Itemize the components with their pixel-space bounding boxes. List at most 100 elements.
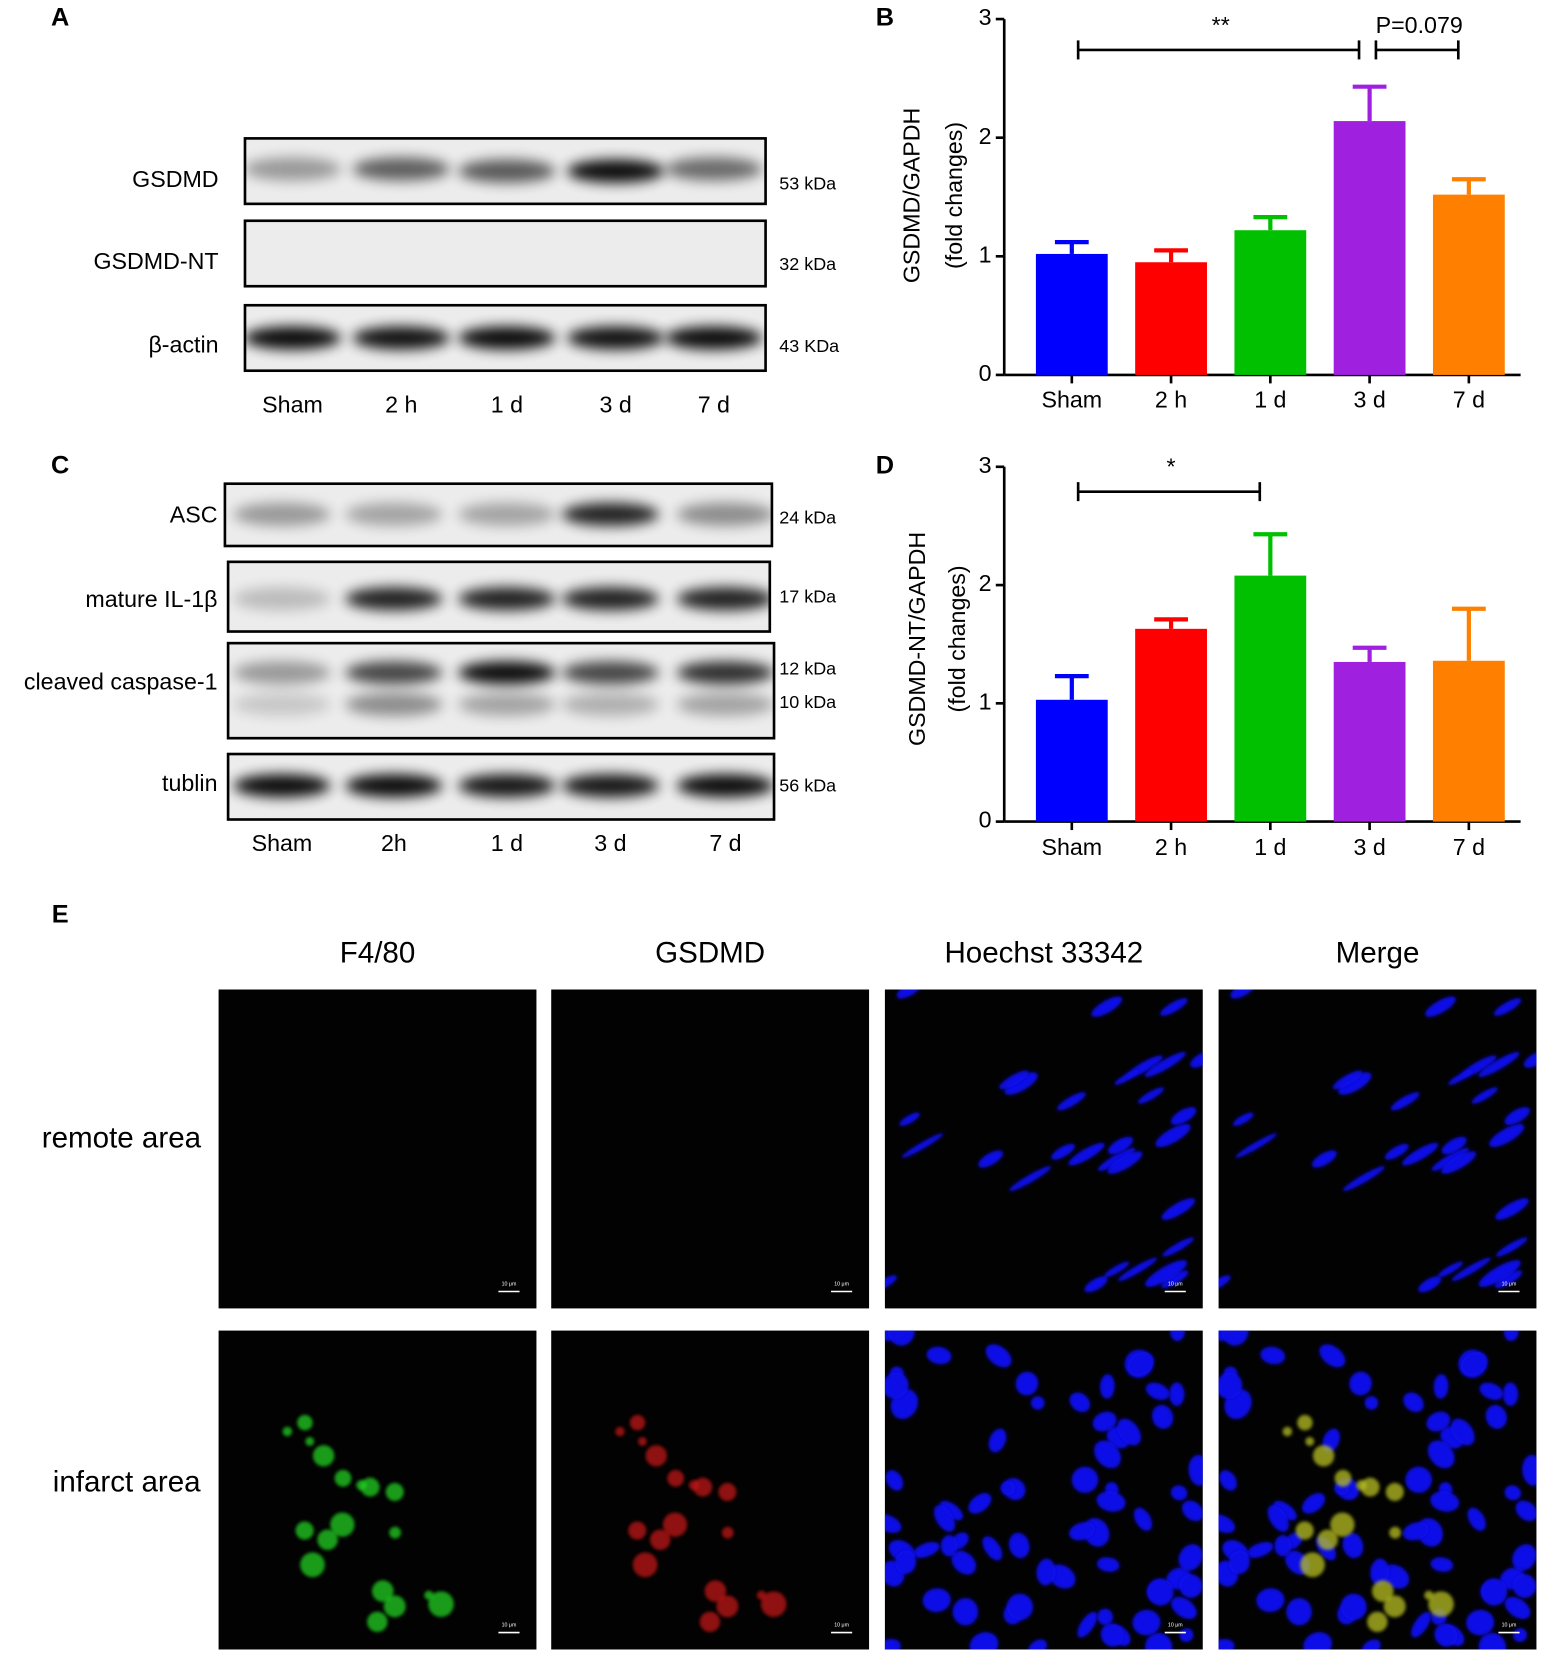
bar xyxy=(1432,194,1505,375)
blot-band xyxy=(458,661,556,685)
nucleus xyxy=(1100,1374,1115,1399)
lane-label: 7 d xyxy=(709,830,741,856)
nucleus xyxy=(1169,1382,1185,1407)
nucleus xyxy=(1485,1404,1507,1429)
blot-band xyxy=(561,692,659,717)
blot-band xyxy=(345,692,443,717)
blot-frame xyxy=(243,137,767,206)
nucleus xyxy=(1411,1611,1431,1638)
nucleus xyxy=(1117,1257,1158,1282)
nucleus xyxy=(1091,996,1123,1017)
nucleus xyxy=(1006,1593,1034,1621)
scale-bar-label: 10 μm xyxy=(502,1623,517,1629)
stained-cell xyxy=(1297,1414,1313,1431)
nucleus xyxy=(922,1588,951,1613)
nucleus xyxy=(1342,1166,1385,1192)
nucleus xyxy=(1221,1330,1249,1346)
blot-band xyxy=(676,661,775,685)
stained-cell xyxy=(305,1436,315,1446)
x-tick-label: 3 d xyxy=(1353,386,1385,412)
micrograph-content xyxy=(1218,989,1537,1293)
blot-frame xyxy=(226,560,772,633)
nucleus xyxy=(1246,1541,1274,1558)
x-tick-label: 7 d xyxy=(1453,834,1485,860)
nucleus xyxy=(1426,1411,1451,1432)
nucleus xyxy=(1427,1440,1455,1469)
nucleus xyxy=(1441,1136,1467,1155)
blot-band xyxy=(567,326,665,350)
blot-band xyxy=(665,326,763,350)
nucleus xyxy=(1096,1491,1126,1512)
nucleus xyxy=(1127,1351,1155,1376)
kda-label: 24 kDa xyxy=(779,507,836,527)
nucleus xyxy=(1493,998,1522,1016)
nucleus xyxy=(1179,1574,1203,1598)
stained-cell xyxy=(1389,1526,1402,1539)
stained-cell xyxy=(297,1414,313,1431)
blot-row-label: mature IL-1β xyxy=(85,586,217,612)
nucleus xyxy=(1069,1392,1091,1413)
blot-row-label: tublin xyxy=(162,770,218,796)
blot-band xyxy=(676,587,770,611)
nucleus xyxy=(1303,1632,1333,1650)
nucleus xyxy=(1504,1485,1522,1501)
nucleus xyxy=(1133,1507,1153,1531)
nucleus xyxy=(1430,1491,1460,1512)
micrograph-content xyxy=(884,1330,1203,1650)
nucleus xyxy=(1361,1639,1381,1650)
nucleus xyxy=(1107,1136,1134,1155)
blot-frame xyxy=(226,752,776,821)
nucleus xyxy=(1094,1440,1121,1469)
nucleus xyxy=(1448,1069,1473,1085)
stained-cell xyxy=(385,1482,404,1502)
nucleus xyxy=(1466,1609,1495,1636)
y-tick-label: 0 xyxy=(979,360,992,386)
nucleus xyxy=(1515,1500,1537,1522)
nucleus xyxy=(895,1550,917,1575)
stained-cell xyxy=(1312,1445,1335,1467)
nucleus xyxy=(1342,1532,1364,1559)
blot-background xyxy=(228,643,775,739)
stained-cell xyxy=(1371,1580,1394,1602)
blot-row-label: ASC xyxy=(170,502,218,528)
nucleus xyxy=(1425,996,1456,1017)
micrograph-content xyxy=(884,989,1203,1293)
nucleus xyxy=(884,1275,897,1291)
nucleus xyxy=(1495,1198,1529,1220)
nucleus xyxy=(1319,1344,1346,1368)
blot-band xyxy=(345,587,443,611)
x-tick-label: 3 d xyxy=(1353,834,1385,860)
x-tick-label: 1 d xyxy=(1254,386,1286,412)
y-tick-label: 1 xyxy=(979,241,992,267)
y-axis-label: (fold changes) xyxy=(941,122,967,269)
nucleus xyxy=(933,1505,956,1532)
nucleus xyxy=(1096,1557,1120,1572)
nucleus xyxy=(1402,1142,1439,1166)
nucleus xyxy=(1219,1470,1237,1491)
stained-cell xyxy=(615,1426,625,1437)
blot-band xyxy=(561,502,659,526)
stained-cell xyxy=(1334,1469,1352,1487)
nucleus xyxy=(1107,1151,1143,1174)
kda-label: 56 kDa xyxy=(779,775,836,795)
nucleus xyxy=(1502,1382,1519,1407)
blot-frame xyxy=(223,482,774,548)
nucleus xyxy=(1009,1166,1052,1192)
blot-band xyxy=(561,661,659,685)
nucleus xyxy=(1069,1522,1095,1541)
nucleus xyxy=(1433,1374,1449,1399)
stained-cell xyxy=(1428,1591,1454,1617)
stained-cell xyxy=(356,1480,367,1491)
scale-bar-label: 10 μm xyxy=(1168,1623,1183,1629)
lane-label: 3 d xyxy=(599,392,631,418)
nucleus xyxy=(1434,1623,1458,1647)
stained-cell xyxy=(649,1529,671,1551)
y-tick-label: 0 xyxy=(979,807,992,833)
nucleus xyxy=(913,1541,940,1558)
blot-row-label: GSDMD-NT xyxy=(93,248,218,274)
scale-bar-label: 10 μm xyxy=(502,1282,517,1288)
nucleus xyxy=(1218,1372,1243,1399)
stained-cell xyxy=(688,1480,700,1491)
nucleus xyxy=(1228,1550,1250,1575)
nucleus xyxy=(1471,1087,1498,1104)
